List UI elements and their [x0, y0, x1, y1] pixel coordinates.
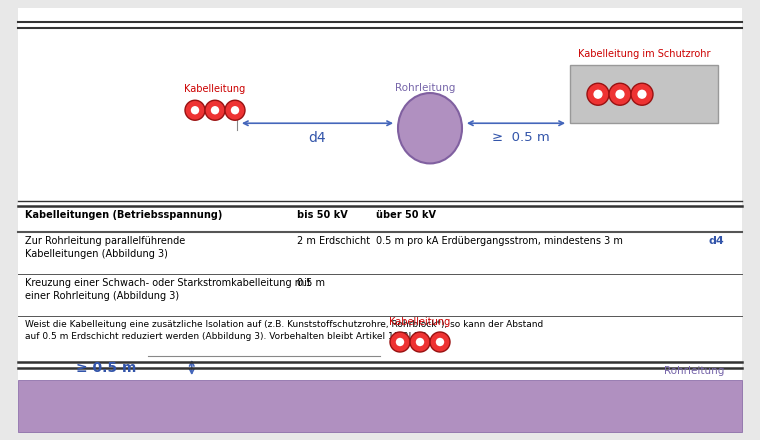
Text: Weist die Kabelleitung eine zusätzliche Isolation auf (z.B. Kunststoffschutzrohr: Weist die Kabelleitung eine zusätzliche … [25, 320, 543, 341]
Circle shape [191, 106, 199, 114]
Circle shape [390, 332, 410, 352]
Text: Kabelleitung: Kabelleitung [185, 84, 245, 94]
Circle shape [616, 90, 625, 99]
Text: Kabelleitung im Schutzrohr: Kabelleitung im Schutzrohr [578, 49, 711, 59]
Text: ≥ 0.5 m: ≥ 0.5 m [76, 360, 136, 374]
Circle shape [410, 332, 430, 352]
Text: Kreuzung einer Schwach- oder Starkstromkabelleitung mit
einer Rohrleitung (Abbil: Kreuzung einer Schwach- oder Starkstromk… [25, 279, 311, 301]
Circle shape [211, 106, 219, 114]
Text: Kabelleitungen (Betriebsspannung): Kabelleitungen (Betriebsspannung) [25, 210, 223, 220]
Circle shape [185, 100, 205, 120]
Text: über 50 kV: über 50 kV [376, 210, 436, 220]
Circle shape [396, 338, 404, 346]
Circle shape [587, 83, 609, 105]
Circle shape [631, 83, 653, 105]
Circle shape [416, 338, 424, 346]
Bar [18, 380, 742, 432]
Ellipse shape [398, 93, 462, 163]
Text: d4: d4 [309, 131, 326, 145]
Text: 0.5 m pro kA Erdübergangsstrom, mindestens 3 m: 0.5 m pro kA Erdübergangsstrom, mindeste… [376, 236, 623, 246]
Text: Kabelleitung: Kabelleitung [389, 317, 451, 327]
Circle shape [205, 100, 225, 120]
Text: Zur Rohrleitung parallelführende
Kabelleitungen (Abbildung 3): Zur Rohrleitung parallelführende Kabelle… [25, 236, 185, 259]
Circle shape [430, 332, 450, 352]
Text: Rohrleitung: Rohrleitung [663, 366, 724, 376]
Text: bis 50 kV: bis 50 kV [296, 210, 347, 220]
Circle shape [435, 338, 444, 346]
Text: 0.5 m: 0.5 m [296, 279, 325, 289]
Circle shape [231, 106, 239, 114]
Text: Rohrleitung: Rohrleitung [394, 83, 455, 93]
Text: d4: d4 [708, 236, 724, 246]
Circle shape [638, 90, 647, 99]
Text: ≥  0.5 m: ≥ 0.5 m [492, 131, 550, 144]
Text: 2 m Erdschicht: 2 m Erdschicht [296, 236, 370, 246]
Circle shape [594, 90, 603, 99]
Circle shape [225, 100, 245, 120]
Bar [570, 65, 718, 123]
Circle shape [609, 83, 631, 105]
